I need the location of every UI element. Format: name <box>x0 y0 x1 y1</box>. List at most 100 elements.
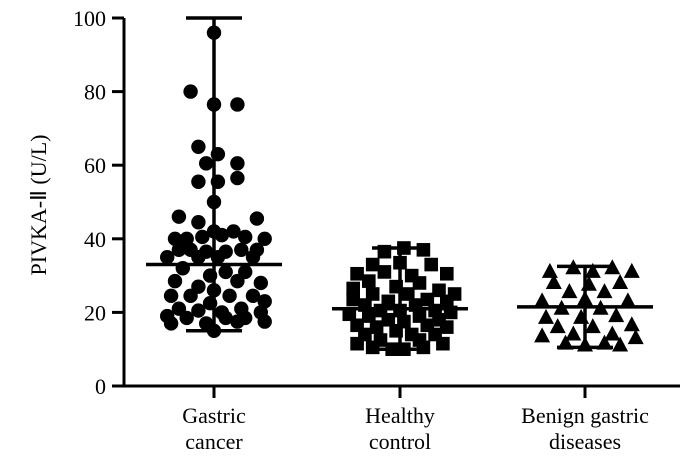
data-point-square <box>362 309 376 323</box>
data-point-circle <box>167 231 183 246</box>
data-point-circle <box>163 316 179 331</box>
x-category-label: Healthy control <box>365 403 435 454</box>
data-point-triangle <box>534 292 551 308</box>
x-category-label-line: Gastric <box>182 403 246 428</box>
data-point-triangle <box>627 329 644 345</box>
data-point-circle <box>245 250 261 265</box>
data-point-triangle <box>612 336 629 352</box>
data-point-circle <box>238 229 253 245</box>
data-point-circle <box>163 288 179 304</box>
data-point-circle <box>230 170 245 186</box>
data-point-triangle <box>541 262 558 278</box>
data-point-circle <box>257 294 272 309</box>
data-point-square <box>346 292 360 307</box>
y-tick-label: 20 <box>84 300 106 325</box>
data-point-circle <box>230 156 245 171</box>
data-point-circle <box>183 84 198 99</box>
data-point-triangle <box>565 325 582 341</box>
data-point-square <box>401 287 415 301</box>
y-tick-label: 0 <box>95 374 106 399</box>
x-category-label-line: control <box>369 429 431 454</box>
data-point-square <box>432 283 446 298</box>
data-point-square <box>350 266 364 281</box>
data-point-circle <box>191 174 206 189</box>
data-point-square <box>365 257 380 272</box>
data-point-triangle <box>534 327 551 343</box>
data-point-circle <box>253 275 268 291</box>
data-marks <box>146 16 653 356</box>
data-point-circle <box>230 97 245 112</box>
x-category-label-line: diseases <box>549 429 621 454</box>
data-point-circle <box>199 156 214 171</box>
data-point-circle <box>183 288 198 304</box>
data-point-circle <box>171 242 187 258</box>
data-point-square <box>350 336 364 351</box>
data-point-triangle <box>584 262 601 278</box>
data-point-circle <box>160 250 175 265</box>
data-point-circle <box>218 310 233 326</box>
data-point-circle <box>249 211 265 226</box>
y-tick-label: 40 <box>84 227 106 252</box>
data-point-square <box>381 312 396 327</box>
data-point-square <box>424 257 438 272</box>
data-point-circle <box>222 288 237 304</box>
data-point-square <box>369 320 384 334</box>
y-tick-label: 60 <box>84 153 106 178</box>
data-point-triangle <box>604 325 621 341</box>
series-square <box>332 241 468 356</box>
data-point-circle <box>234 242 249 258</box>
data-point-square <box>440 294 454 309</box>
x-category-label-line: Benign gastric <box>521 403 649 428</box>
data-point-triangle <box>596 283 613 299</box>
data-point-square <box>377 265 392 279</box>
data-point-triangle <box>545 273 562 289</box>
data-point-circle <box>245 288 261 304</box>
data-point-circle <box>257 314 272 329</box>
data-point-triangle <box>623 262 640 278</box>
data-point-circle <box>257 231 272 246</box>
y-tick-label: 100 <box>73 6 106 31</box>
data-point-square <box>365 340 380 355</box>
y-axis-label: PIVKA-Ⅱ (U/L) <box>26 135 51 276</box>
data-point-square <box>412 276 427 290</box>
series-circle <box>146 16 282 338</box>
data-point-square <box>436 336 450 351</box>
data-point-triangle <box>619 292 636 308</box>
series-triangle <box>517 259 653 352</box>
data-point-circle <box>171 209 187 224</box>
data-point-square <box>346 281 360 296</box>
data-point-triangle <box>608 307 625 323</box>
data-point-circle <box>191 215 206 230</box>
data-point-circle <box>218 264 233 280</box>
data-point-square <box>420 292 435 307</box>
data-point-circle <box>179 231 194 246</box>
x-category-label: Gastric cancer <box>182 403 246 454</box>
x-category-label-line: cancer <box>185 429 243 454</box>
data-point-circle <box>195 229 210 245</box>
data-point-square <box>416 340 431 355</box>
data-point-triangle <box>584 318 601 334</box>
data-point-circle <box>167 273 183 289</box>
data-point-square <box>440 320 454 334</box>
data-point-triangle <box>612 273 629 289</box>
data-point-triangle <box>538 308 554 324</box>
data-point-square <box>365 287 380 301</box>
x-category-label-line: Healthy <box>365 403 435 428</box>
data-point-circle <box>191 250 206 265</box>
data-point-circle <box>230 273 245 289</box>
data-point-circle <box>191 139 206 154</box>
data-point-triangle <box>561 283 578 299</box>
data-point-circle <box>226 224 241 239</box>
data-point-square <box>416 243 431 257</box>
data-point-square <box>440 266 454 281</box>
data-point-triangle <box>549 318 566 334</box>
data-point-circle <box>191 303 206 318</box>
data-point-square <box>362 274 376 288</box>
data-point-square <box>342 307 357 322</box>
x-category-label: Benign gastric diseases <box>521 403 649 454</box>
y-tick-label: 80 <box>84 80 106 105</box>
data-point-triangle <box>623 316 640 332</box>
data-point-circle <box>179 310 194 326</box>
axes: 0 20 40 60 80 100 Gastric cancer Healthy control B… <box>73 6 680 454</box>
